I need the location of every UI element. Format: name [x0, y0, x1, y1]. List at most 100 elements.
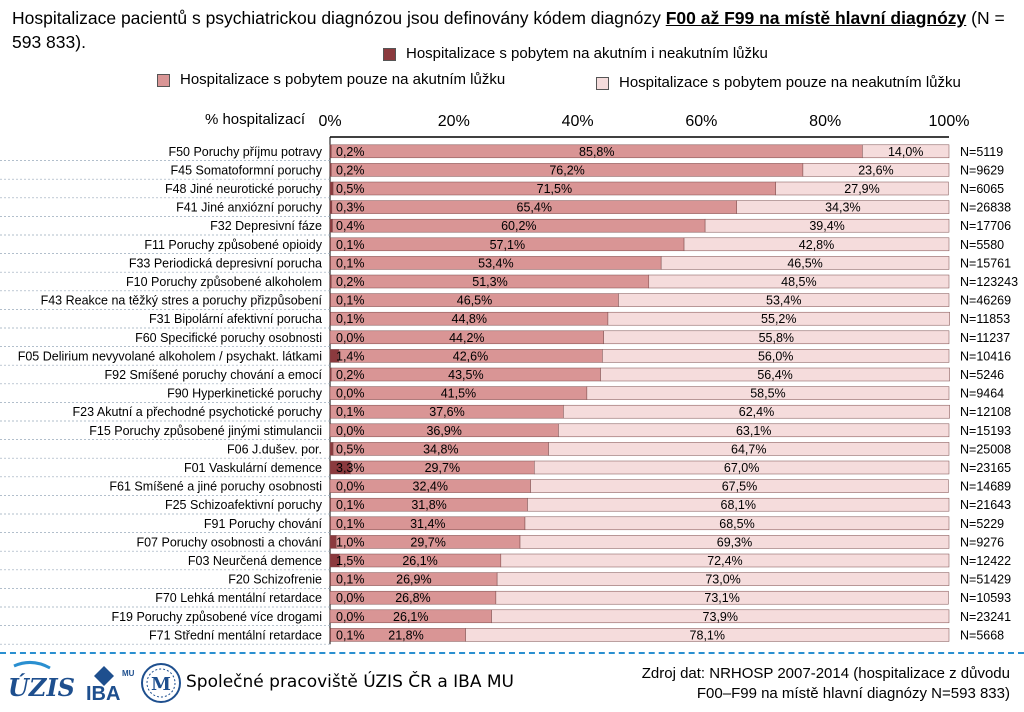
data-label: 57,1%: [490, 238, 525, 252]
data-label: 26,9%: [396, 573, 431, 587]
title-prefix: Hospitalizace pacientů s psychiatrickou …: [12, 8, 666, 28]
legend-label-nonacute: Hospitalizace s pobytem pouze na neakutn…: [619, 74, 961, 91]
footer-source-line2: F00–F99 na místě hlavní diagnózy N=593 8…: [696, 685, 1010, 702]
data-label: 14,0%: [888, 145, 923, 159]
n-label: N=11853: [960, 312, 1010, 326]
data-label: 53,4%: [478, 256, 513, 270]
legend-item-acute: Hospitalizace s pobytem pouze na akutním…: [157, 71, 505, 89]
bar-segment: [802, 163, 950, 177]
data-label: 0,2%: [336, 368, 365, 382]
data-label: 0,0%: [336, 610, 365, 624]
n-label: N=26838: [960, 201, 1011, 215]
footer-divider: [0, 652, 1024, 654]
legend-item-nonacute: Hospitalizace s pobytem pouze na neakutn…: [596, 74, 961, 92]
n-label: N=5119: [960, 145, 1003, 159]
n-label: N=11237: [960, 331, 1010, 345]
data-label: 46,5%: [787, 256, 822, 270]
bar-segment: [603, 330, 950, 345]
data-label: 71,5%: [537, 182, 572, 196]
n-label: N=10416: [960, 349, 1011, 363]
category-label: F45 Somatoformní poruchy: [171, 163, 323, 177]
data-label: 63,1%: [736, 424, 771, 438]
bar-segment: [862, 144, 950, 159]
n-label: N=9276: [960, 535, 1004, 549]
data-label: 34,3%: [825, 201, 860, 215]
data-label: 0,0%: [336, 480, 365, 494]
n-label: N=9464: [960, 387, 1004, 401]
category-label: F10 Poruchy způsobené alkoholem: [126, 275, 322, 289]
bar-segment: [495, 590, 949, 605]
category-label: F90 Hyperkinetické poruchy: [167, 387, 323, 401]
data-label: 23,6%: [858, 163, 893, 177]
n-label: N=5246: [960, 368, 1004, 382]
data-label: 62,4%: [739, 405, 774, 419]
x-tick-label: 0%: [318, 113, 341, 130]
category-label: F19 Poruchy způsobené více drogami: [111, 610, 322, 624]
bar-segment: [736, 200, 950, 214]
data-label: 67,5%: [722, 480, 757, 494]
iba-logo-text: IBA: [86, 683, 120, 705]
title-suffix: (N = 593 833).: [12, 8, 1005, 52]
data-label: 56,4%: [757, 368, 792, 382]
data-label: 0,1%: [336, 628, 365, 642]
data-label: 42,6%: [453, 349, 488, 363]
data-label: 73,9%: [703, 610, 738, 624]
data-label: 26,1%: [393, 610, 428, 624]
n-label: N=5668: [960, 628, 1004, 642]
data-label: 51,3%: [472, 275, 507, 289]
data-label: 0,1%: [336, 294, 365, 308]
bar-segment: [329, 218, 333, 233]
n-label: N=10593: [960, 591, 1011, 605]
data-label: 29,7%: [425, 461, 460, 475]
data-label: 36,9%: [426, 424, 461, 438]
iba-logo-diamond: [94, 666, 114, 686]
data-label: 43,5%: [448, 368, 483, 382]
data-label: 0,2%: [336, 275, 365, 289]
data-label: 65,4%: [517, 201, 552, 215]
data-label: 53,4%: [766, 294, 801, 308]
n-label: N=15193: [960, 424, 1011, 438]
data-label: 55,2%: [761, 312, 796, 326]
chart-title: Hospitalizace pacientů s psychiatrickou …: [12, 6, 1012, 54]
legend-swatch-acute: [157, 73, 170, 87]
bar-segment: [618, 293, 950, 307]
bar-segment: [683, 237, 950, 252]
data-label: 32,4%: [413, 480, 448, 494]
data-label: 78,1%: [690, 628, 725, 642]
data-label: 0,0%: [336, 424, 365, 438]
n-label: N=17706: [960, 219, 1011, 233]
data-label: 69,3%: [717, 535, 752, 549]
iba-logo-small-text: MU: [122, 669, 135, 678]
mu-seal-letter: M: [151, 674, 171, 695]
data-label: 44,2%: [449, 331, 484, 345]
data-label: 0,0%: [336, 387, 365, 401]
stacked-bar-chart: % hospitalizací 0% 20% 40% 60% 80% 100% F50 Por…: [0, 111, 1018, 645]
uzis-logo-text: ÚZIS: [8, 673, 75, 702]
bar-segment: [329, 200, 333, 214]
category-label: F41 Jiné anxiózní poruchy: [176, 201, 323, 215]
n-label: N=23241: [960, 610, 1011, 624]
legend-swatch-both: [383, 47, 396, 61]
data-label: 0,3%: [336, 201, 365, 215]
data-label: 41,5%: [441, 387, 476, 401]
data-label: 42,8%: [799, 238, 834, 252]
category-label: F23 Akutní a přechodné psychotické poruc…: [73, 405, 323, 419]
bar-segment: [500, 553, 950, 568]
data-label: 37,6%: [429, 405, 464, 419]
n-label: N=21643: [960, 498, 1011, 512]
data-label: 0,1%: [336, 517, 365, 531]
category-label: F70 Lehká mentální retardace: [155, 591, 322, 605]
data-label: 73,1%: [704, 591, 739, 605]
data-label: 0,1%: [336, 573, 365, 587]
bar-segment: [329, 442, 334, 456]
data-label: 67,0%: [724, 461, 759, 475]
n-label: N=5580: [960, 238, 1004, 252]
uzis-logo-arc: [13, 661, 51, 670]
x-tick-label: 80%: [809, 113, 841, 130]
category-label: F01 Vaskulární demence: [184, 461, 322, 475]
n-label: N=25008: [960, 442, 1011, 456]
data-label: 0,4%: [336, 219, 365, 233]
logo-group: ÚZIS IBA MU M: [8, 661, 181, 705]
category-label: F92 Smíšené poruchy chování a emocí: [105, 368, 323, 382]
data-label: 1,0%: [336, 535, 365, 549]
